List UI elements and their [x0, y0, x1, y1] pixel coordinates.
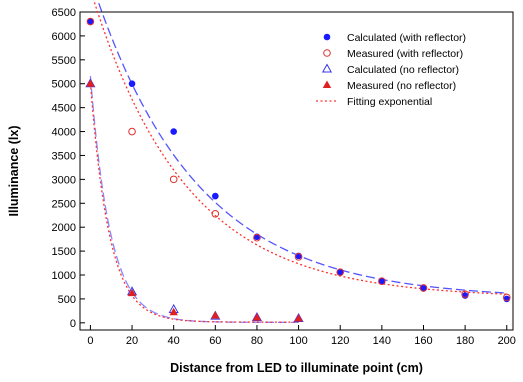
data-point	[211, 209, 220, 218]
data-point	[294, 314, 303, 322]
y-tick-label: 1500	[52, 246, 76, 258]
x-tick-label: 180	[456, 335, 474, 347]
x-axis-title: Distance from LED to illuminate point (c…	[170, 361, 423, 375]
legend-swatch	[323, 49, 331, 57]
y-tick-label: 2500	[52, 198, 76, 210]
plot-frame	[79, 11, 514, 331]
data-point	[211, 311, 220, 319]
data-points	[85, 17, 511, 323]
y-tick-label: 6000	[52, 31, 76, 43]
data-point	[378, 277, 386, 286]
data-point	[86, 17, 95, 26]
x-tick-label: 160	[414, 335, 432, 347]
x-tick-label: 200	[498, 335, 516, 347]
y-tick-label: 4000	[52, 127, 76, 139]
y-axis-title: Illuminance (lx)	[7, 126, 21, 217]
x-tick-label: 120	[331, 335, 349, 347]
data-point	[170, 128, 177, 135]
y-tick-label: 3000	[52, 174, 76, 186]
data-point	[128, 127, 136, 136]
x-tick-label: 40	[168, 335, 180, 347]
y-tick-label: 2000	[52, 222, 76, 234]
data-point	[128, 80, 136, 88]
data-point	[252, 313, 262, 321]
calculated-curve	[89, 76, 299, 323]
fitting-exponential-curve	[93, 0, 507, 295]
y-tick-label: 4500	[52, 103, 76, 115]
x-tick-label: 60	[209, 335, 221, 347]
x-tick-label: 20	[126, 335, 138, 347]
data-point	[127, 288, 137, 297]
data-point	[253, 233, 261, 242]
data-point	[169, 175, 178, 184]
fitting-exponential-curve	[89, 82, 299, 323]
data-point	[87, 18, 94, 25]
x-tick-label: 140	[373, 335, 391, 347]
x-tick-label: 100	[289, 335, 307, 347]
data-point	[86, 79, 95, 87]
legend: Calculated (with reflector) Measured (wit…	[316, 32, 466, 108]
legend-label: Measured (with reflector)	[347, 48, 463, 60]
legend-swatch	[321, 63, 333, 73]
y-tick-label: 0	[70, 318, 76, 330]
data-point	[169, 307, 178, 316]
y-tick-label: 5000	[52, 79, 76, 91]
legend-label: Measured (no reflector)	[347, 80, 456, 92]
y-tick-label: 1000	[52, 270, 76, 282]
y-tick-label: 3500	[52, 150, 76, 162]
data-point	[502, 293, 511, 302]
legend-swatch	[323, 33, 331, 41]
x-tick-label: 0	[87, 335, 93, 347]
data-point	[294, 253, 303, 261]
axis-ticks: 0 20 40 60 80 100 120 140 160 180 2000500100015002…	[52, 7, 516, 347]
data-point	[420, 285, 427, 292]
y-tick-label: 5500	[52, 55, 76, 67]
data-point	[419, 284, 428, 292]
y-tick-label: 6500	[52, 7, 76, 19]
data-point	[378, 277, 386, 285]
y-tick-label: 500	[58, 294, 76, 306]
legend-swatch	[322, 80, 332, 88]
data-point	[212, 192, 219, 200]
data-point	[336, 268, 345, 276]
x-tick-label: 80	[251, 335, 263, 347]
data-point	[461, 290, 469, 298]
legend-label: Fitting exponential	[347, 96, 432, 108]
legend-label: Calculated (with reflector)	[347, 32, 466, 44]
legend-label: Calculated (no reflector)	[347, 64, 459, 76]
data-point	[336, 269, 344, 276]
